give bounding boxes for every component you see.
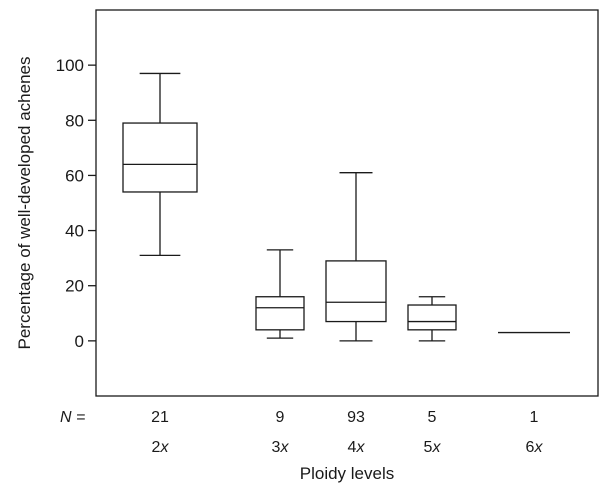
y-tick-label: 0: [75, 332, 84, 351]
x-axis-label: Ploidy levels: [300, 464, 395, 483]
ploidy-label: 3x: [272, 439, 290, 456]
ploidy-label: 5x: [424, 439, 442, 456]
ploidy-label: 2x: [152, 439, 170, 456]
iqr-box: [325, 260, 387, 323]
box-group: [407, 296, 457, 342]
plot-frame: [95, 9, 599, 397]
y-axis-label: Percentage of well-developed achenes: [15, 57, 34, 350]
n-value: 1: [530, 409, 539, 426]
box-group: [122, 72, 198, 257]
x-axis-labels: N = 21 2x 9 3x 93 4x 5 5x 1 6x: [60, 409, 543, 456]
box-series: [122, 72, 570, 342]
n-value: 5: [428, 409, 437, 426]
y-tick-label: 80: [65, 111, 84, 130]
ploidy-label: 4x: [348, 439, 366, 456]
y-axis-ticks: 0 20 40 60 80 100: [56, 56, 96, 351]
iqr-box: [255, 296, 305, 331]
n-value: 93: [347, 409, 365, 426]
y-tick-label: 20: [65, 277, 84, 296]
n-label: N =: [60, 409, 85, 426]
y-tick-label: 60: [65, 166, 84, 185]
iqr-box: [407, 304, 457, 331]
ploidy-label: 6x: [526, 439, 544, 456]
box-group: [325, 172, 387, 342]
box-group: [255, 249, 305, 339]
y-tick-label: 40: [65, 222, 84, 241]
iqr-box: [122, 122, 198, 193]
n-value: 21: [151, 409, 169, 426]
y-tick-label: 100: [56, 56, 84, 75]
n-value: 9: [276, 409, 285, 426]
